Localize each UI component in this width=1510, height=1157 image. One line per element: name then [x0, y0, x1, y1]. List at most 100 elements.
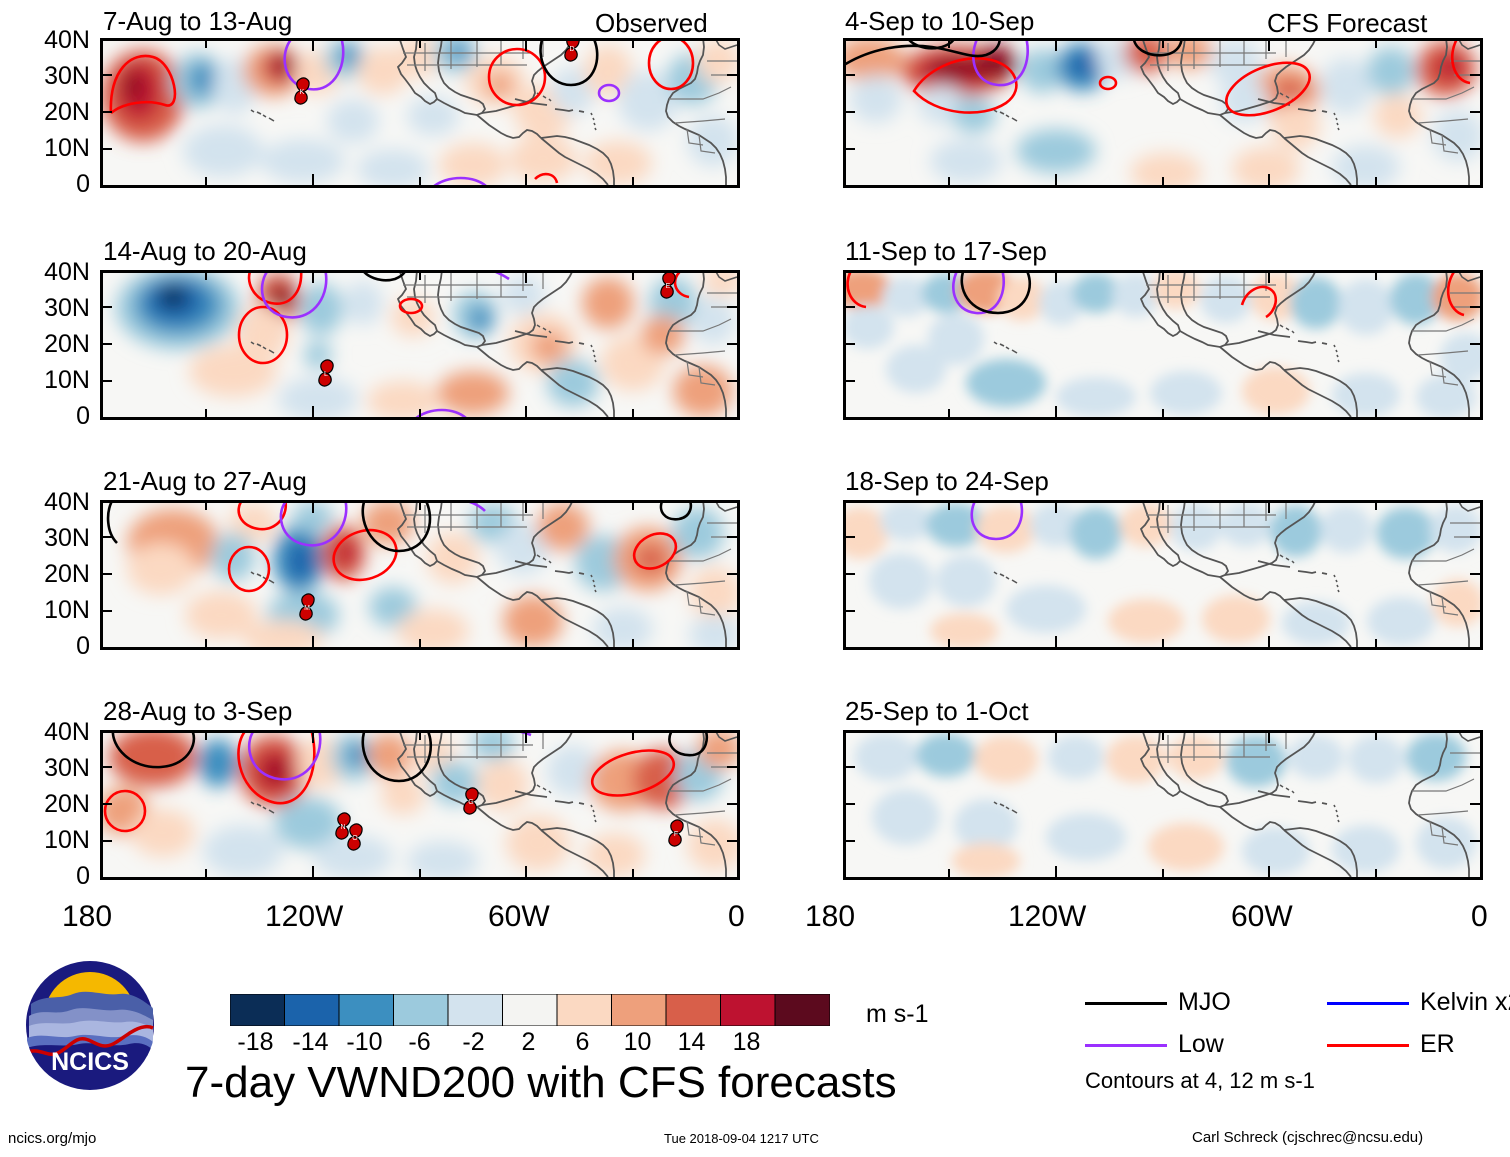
contours-note: Contours at 4, 12 m s-1: [1085, 1068, 1315, 1093]
ncics-logo-label: NCICS: [51, 1048, 129, 1076]
map-canvas-obs-1: K D: [103, 41, 737, 185]
footer-author[interactable]: Carl Schreck (cjschrec@ncsu.edu): [1192, 1129, 1424, 1146]
map-fcst-2[interactable]: [843, 270, 1483, 420]
map-canvas-obs-2: L E: [103, 273, 737, 417]
ncics-logo: NCICS: [25, 960, 155, 1090]
legend-line-low: [1085, 1044, 1167, 1047]
cbar-tick-6: 6: [575, 1028, 590, 1056]
column-header-forecast: CFS Forecast: [1267, 8, 1428, 38]
legend-label-er: ER: [1420, 1030, 1455, 1058]
svg-text:E: E: [666, 283, 671, 290]
panel-title-fcst-3: 18-Sep to 24-Sep: [845, 466, 1049, 496]
legend-line-mjo: [1085, 1002, 1167, 1005]
map-canvas-fcst-1: [846, 41, 1480, 185]
ytick-20N-obs-2: 20N: [44, 330, 90, 358]
cbar-tick--14: -14: [292, 1028, 329, 1056]
svg-text:F: F: [674, 831, 678, 838]
xtick-120W-right: 120W: [1008, 900, 1087, 933]
svg-text:N: N: [340, 824, 345, 831]
ytick-20N-obs-1: 20N: [44, 98, 90, 126]
svg-text:G: G: [468, 799, 473, 806]
xtick-60W-left: 60W: [488, 900, 550, 933]
cbar-tick-2: 2: [521, 1028, 536, 1056]
panel-title-obs-1: 7-Aug to 13-Aug: [103, 6, 293, 36]
legend-line-kelvin: [1327, 1002, 1409, 1005]
map-ticks-fcst-4: [843, 730, 1483, 880]
map-ticks-obs-3: [100, 500, 740, 650]
svg-text:D: D: [569, 46, 574, 53]
xtick-0-left: 0: [728, 900, 745, 933]
panel-title-fcst-4: 25-Sep to 1-Oct: [845, 696, 1029, 726]
map-obs-4[interactable]: N O G F: [100, 730, 740, 880]
column-header-observed: Observed: [595, 8, 708, 38]
map-canvas-fcst-2: [846, 273, 1480, 417]
ytick-30N-obs-2: 30N: [44, 294, 90, 322]
cbar-tick-18: 18: [732, 1028, 761, 1056]
ytick-10N-obs-1: 10N: [44, 134, 90, 162]
cbar-tick-10: 10: [623, 1028, 652, 1056]
map-ticks-obs-4: [100, 730, 740, 880]
map-ticks-fcst-3: [843, 500, 1483, 650]
map-ticks-fcst-1: [843, 38, 1483, 188]
ytick-40N-obs-1: 40N: [44, 26, 90, 54]
colorbar-units: m s-1: [866, 1000, 929, 1028]
storm-marker-group-obs-3: M: [299, 593, 315, 621]
map-obs-1[interactable]: K D: [100, 38, 740, 188]
cbar-tick--10: -10: [346, 1028, 383, 1056]
map-ticks-fcst-2: [843, 270, 1483, 420]
panel-title-obs-2: 14-Aug to 20-Aug: [103, 236, 307, 266]
legend-label-kelvin: Kelvin x2: [1420, 988, 1510, 1016]
map-obs-2[interactable]: L E: [100, 270, 740, 420]
map-ticks-obs-1: [100, 38, 740, 188]
legend-line-er: [1327, 1044, 1409, 1047]
xtick-180-right: 180: [805, 900, 856, 933]
panel-title-obs-3: 21-Aug to 27-Aug: [103, 466, 307, 496]
panel-title-obs-4: 28-Aug to 3-Sep: [103, 696, 293, 726]
figure-title: 7-day VWND200 with CFS forecasts: [185, 1058, 897, 1107]
cbar-tick--6: -6: [408, 1028, 431, 1056]
ytick-10N-obs-4: 10N: [44, 826, 90, 854]
ytick-10N-obs-3: 10N: [44, 596, 90, 624]
ytick-20N-obs-4: 20N: [44, 790, 90, 818]
cbar-tick--18: -18: [237, 1028, 274, 1056]
ytick-30N-obs-3: 30N: [44, 524, 90, 552]
ytick-30N-obs-1: 30N: [44, 62, 90, 90]
panel-title-fcst-1: 4-Sep to 10-Sep: [845, 6, 1035, 36]
map-canvas-fcst-3: [846, 503, 1480, 647]
ytick-0-obs-2: 0: [76, 402, 90, 430]
ytick-30N-obs-4: 30N: [44, 754, 90, 782]
ytick-40N-obs-3: 40N: [44, 488, 90, 516]
storm-marker-group-obs-1: K D: [294, 41, 580, 105]
legend-label-mjo: MJO: [1178, 988, 1231, 1016]
map-canvas-fcst-4: [846, 733, 1480, 877]
xtick-120W-left: 120W: [265, 900, 344, 933]
ytick-40N-obs-4: 40N: [44, 718, 90, 746]
ytick-0-obs-4: 0: [76, 862, 90, 890]
map-canvas-obs-3: M: [103, 503, 737, 647]
ytick-10N-obs-2: 10N: [44, 366, 90, 394]
xtick-60W-right: 60W: [1231, 900, 1293, 933]
cbar-tick--2: -2: [462, 1028, 485, 1056]
xtick-0-right: 0: [1471, 900, 1488, 933]
svg-text:L: L: [324, 371, 328, 378]
map-obs-3[interactable]: M: [100, 500, 740, 650]
storm-marker-group-obs-2: L E: [318, 273, 676, 387]
panel-title-fcst-2: 11-Sep to 17-Sep: [845, 236, 1047, 266]
xtick-180-left: 180: [62, 900, 113, 933]
cbar-tick-14: 14: [677, 1028, 706, 1056]
ncics-logo-graphic: NCICS: [25, 960, 155, 1090]
svg-text:M: M: [304, 605, 310, 612]
footer-timestamp: Tue 2018-09-04 1217 UTC: [664, 1131, 819, 1146]
ytick-0-obs-3: 0: [76, 632, 90, 660]
footer-site[interactable]: ncics.org/mjo: [8, 1130, 97, 1147]
storm-marker-group-obs-4: N O G F: [335, 787, 684, 851]
map-ticks-obs-2: [100, 270, 740, 420]
ytick-20N-obs-3: 20N: [44, 560, 90, 588]
map-canvas-obs-4: N O G F: [103, 733, 737, 877]
ytick-0-obs-1: 0: [76, 170, 90, 198]
svg-text:K: K: [300, 89, 305, 96]
svg-text:O: O: [352, 835, 358, 842]
colorbar[interactable]: [230, 994, 830, 1026]
ytick-40N-obs-2: 40N: [44, 258, 90, 286]
legend-label-low: Low: [1178, 1030, 1224, 1058]
